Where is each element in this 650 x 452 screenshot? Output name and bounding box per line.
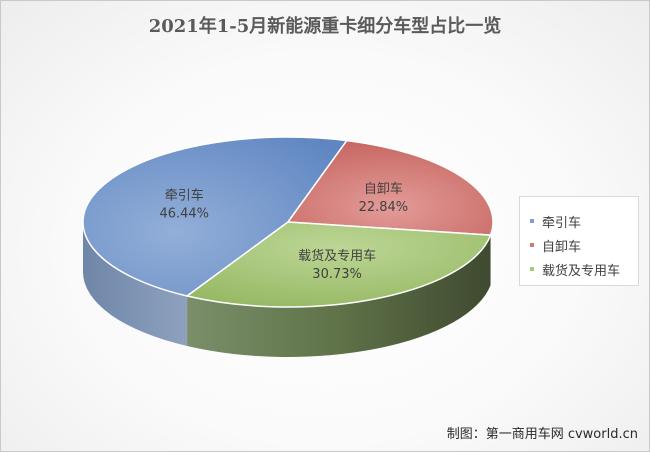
side-wall-0: [187, 235, 491, 358]
legend-label-0: 牵引车: [542, 215, 582, 231]
slice-value-1: 22.84%: [359, 200, 409, 215]
side-wall-1: [83, 222, 188, 346]
legend-swatch-1: [530, 243, 534, 247]
source-credit: 制图：第一商用车网 cvworld.cn: [446, 427, 638, 442]
slice-value-0: 46.44%: [159, 207, 209, 222]
pie-side: [83, 222, 491, 358]
legend-item-0: 牵引车: [520, 209, 638, 233]
pie-slice-1: [286, 139, 494, 236]
slice-name-2: 载货及专用车: [298, 248, 376, 264]
chart-title: 2021年1-5月新能源重卡细分车型占比一览: [148, 16, 502, 37]
legend: 牵引车自卸车载货及专用车: [519, 196, 639, 286]
legend-label-1: 自卸车: [542, 239, 582, 255]
pie-labels: 牵引车 46.44% 自卸车 22.84% 载货及专用车 30.73%: [159, 181, 408, 282]
legend-swatch-2: [530, 267, 534, 271]
pie-slice-0: [82, 136, 349, 297]
slice-value-2: 30.73%: [312, 267, 362, 282]
slice-name-0: 牵引车: [165, 188, 204, 204]
slice-name-1: 自卸车: [364, 181, 403, 197]
legend-item-1: 自卸车: [520, 233, 638, 257]
legend-label-2: 载货及专用车: [542, 263, 621, 279]
pie-slice-2: [185, 221, 492, 308]
legend-swatch-0: [530, 219, 534, 223]
legend-item-2: 载货及专用车: [520, 257, 638, 281]
pie-top: [82, 136, 494, 308]
